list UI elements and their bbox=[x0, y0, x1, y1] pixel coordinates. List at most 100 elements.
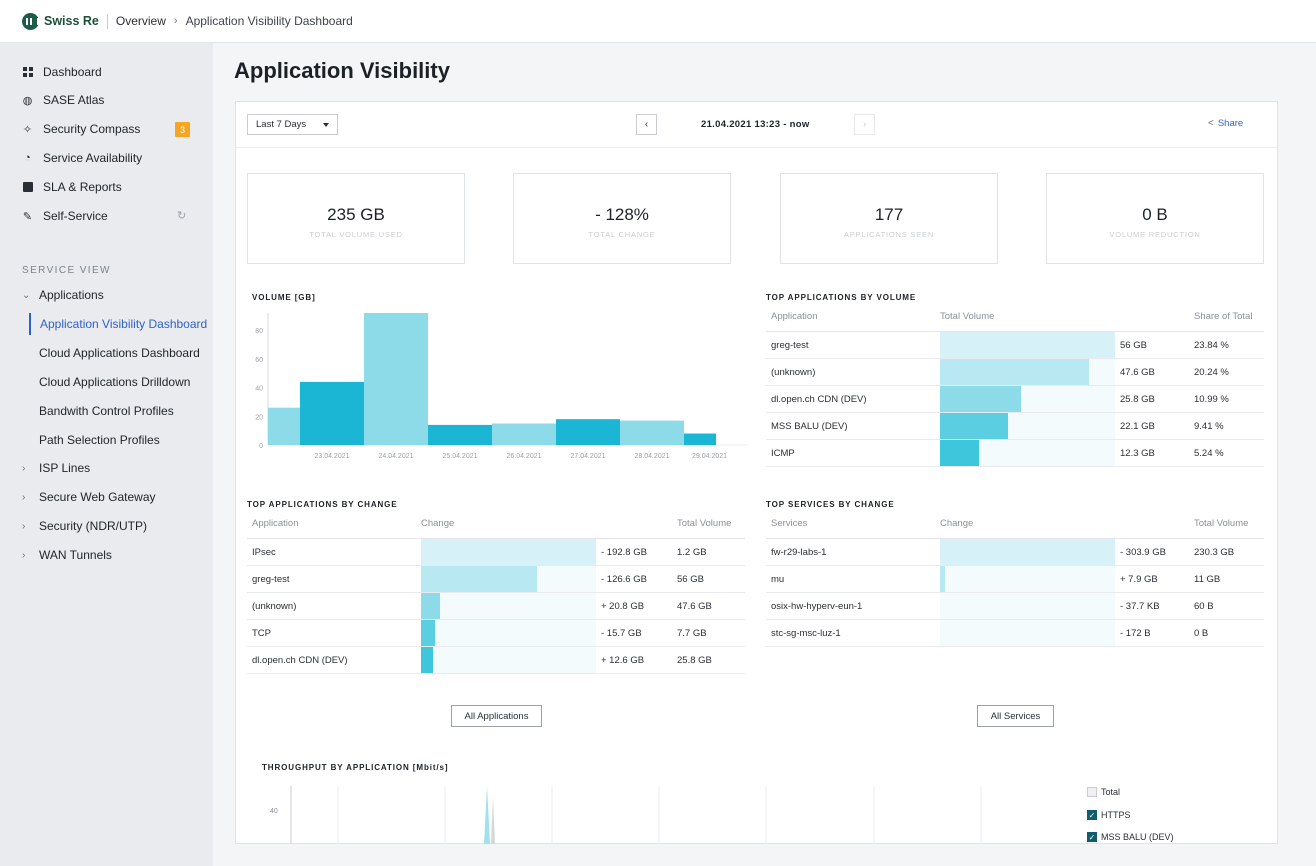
table-header[interactable]: Services bbox=[771, 518, 808, 529]
table-cell-name: ICMP bbox=[771, 448, 795, 459]
table-row[interactable]: greg-test - 126.6 GB 56 GB bbox=[247, 566, 745, 593]
sub-item-path-selection-profiles[interactable]: Path Selection Profiles bbox=[39, 433, 160, 447]
previous-period-button[interactable]: ‹ bbox=[636, 114, 657, 135]
checkbox-checked-icon[interactable]: ✓ bbox=[1087, 810, 1097, 820]
table-header[interactable]: Total Volume bbox=[940, 311, 995, 322]
table-header[interactable]: Share of Total bbox=[1194, 311, 1253, 322]
sub-item-cloud-applications-dashboard[interactable]: Cloud Applications Dashboard bbox=[39, 346, 200, 360]
legend-item-mss-balu[interactable]: ✓ MSS BALU (DEV) bbox=[1087, 832, 1174, 842]
volume-bar[interactable] bbox=[684, 433, 716, 445]
next-period-button[interactable]: › bbox=[854, 114, 875, 135]
bar-track bbox=[940, 620, 1115, 646]
volume-bar[interactable] bbox=[300, 381, 364, 445]
bar-track bbox=[421, 647, 596, 673]
bar-fill bbox=[940, 440, 979, 466]
table-row[interactable]: MSS BALU (DEV) 22.1 GB 9.41 % bbox=[766, 413, 1264, 440]
table-row[interactable]: ICMP 12.3 GB 5.24 % bbox=[766, 440, 1264, 467]
checkbox-unchecked-icon[interactable] bbox=[1087, 787, 1097, 797]
sidebar-item-sla-reports[interactable]: SLA & Reports bbox=[22, 178, 122, 196]
top-services-change-title: TOP SERVICES BY CHANGE bbox=[766, 500, 895, 509]
sidebar-item-self-service[interactable]: ✎ Self-Service bbox=[22, 207, 108, 225]
volume-bar[interactable] bbox=[268, 407, 300, 445]
sidebar: Dashboard ◍ SASE Atlas ✧ Security Compas… bbox=[0, 43, 213, 866]
table-row[interactable]: fw-r29-labs-1 - 303.9 GB 230.3 GB bbox=[766, 539, 1264, 566]
bar-fill bbox=[421, 539, 596, 565]
kpi-value: - 128% bbox=[595, 205, 649, 224]
table-header[interactable]: Application bbox=[252, 518, 299, 529]
chevron-right-icon: › bbox=[22, 491, 26, 503]
bar-track bbox=[940, 566, 1115, 592]
table-header[interactable]: Total Volume bbox=[1194, 518, 1249, 529]
table-header[interactable]: Change bbox=[421, 518, 455, 529]
table-header[interactable]: Change bbox=[940, 518, 974, 529]
sub-item-application-visibility-dashboard[interactable]: Application Visibility Dashboard bbox=[29, 313, 213, 335]
table-row[interactable]: greg-test 56 GB 23.84 % bbox=[766, 332, 1264, 359]
sidebar-item-service-availability[interactable]: ◔ Service Availability bbox=[22, 149, 142, 167]
period-dropdown[interactable]: Last 7 Days bbox=[247, 114, 338, 135]
volume-bar[interactable] bbox=[620, 420, 684, 445]
table-cell-volume: 7.7 GB bbox=[677, 628, 707, 639]
volume-bar[interactable] bbox=[556, 419, 620, 445]
tree-item-secure-web-gateway[interactable]: › Secure Web Gateway bbox=[22, 488, 156, 506]
refresh-icon[interactable]: ↻ bbox=[177, 210, 187, 222]
sidebar-item-security-compass[interactable]: ✧ Security Compass bbox=[22, 120, 140, 138]
table-cell-volume: 11 GB bbox=[1194, 574, 1221, 585]
legend-label: Total bbox=[1101, 787, 1121, 797]
sidebar-item-label: Security Compass bbox=[43, 122, 141, 136]
tree-item-applications[interactable]: ⌄ Applications bbox=[22, 286, 104, 304]
y-tick-label: 0 bbox=[259, 443, 263, 450]
table-row[interactable]: osix-hw-hyperv-eun-1 - 37.7 KB 60 B bbox=[766, 593, 1264, 620]
sub-item-cloud-applications-drilldown[interactable]: Cloud Applications Drilldown bbox=[39, 375, 191, 389]
volume-bar[interactable] bbox=[364, 313, 428, 445]
table-header[interactable]: Total Volume bbox=[677, 518, 732, 529]
y-tick-label: 60 bbox=[255, 357, 263, 364]
sub-item-bandwith-control-profiles[interactable]: Bandwith Control Profiles bbox=[39, 404, 174, 418]
volume-bar[interactable] bbox=[428, 424, 492, 445]
checkbox-checked-icon[interactable]: ✓ bbox=[1087, 832, 1097, 842]
brand-logo[interactable]: Swiss Re bbox=[22, 12, 99, 30]
sidebar-item-label: SLA & Reports bbox=[43, 180, 122, 194]
table-cell-name: stc-sg-msc-luz-1 bbox=[771, 628, 841, 639]
tree-item-wan-tunnels[interactable]: › WAN Tunnels bbox=[22, 546, 112, 564]
volume-bar[interactable] bbox=[492, 423, 556, 445]
table-cell-change: - 37.7 KB bbox=[1120, 601, 1160, 612]
table-cell-volume: 47.6 GB bbox=[677, 601, 712, 612]
x-tick-label: 27.04.2021 bbox=[570, 453, 605, 460]
x-tick-label: 26.04.2021 bbox=[506, 453, 541, 460]
table-header-divider bbox=[247, 538, 745, 539]
table-row[interactable]: stc-sg-msc-luz-1 - 172 B 0 B bbox=[766, 620, 1264, 647]
all-applications-button[interactable]: All Applications bbox=[451, 705, 542, 727]
kpi-card-total-change: - 128% TOTAL CHANGE bbox=[513, 173, 731, 264]
table-cell-change: - 303.9 GB bbox=[1120, 547, 1166, 558]
all-services-button[interactable]: All Services bbox=[977, 705, 1054, 727]
tree-item-security-ndr-utp[interactable]: › Security (NDR/UTP) bbox=[22, 517, 147, 535]
table-row[interactable]: (unknown) 47.6 GB 20.24 % bbox=[766, 359, 1264, 386]
table-row[interactable]: IPsec - 192.8 GB 1.2 GB bbox=[247, 539, 745, 566]
table-row[interactable]: dl.open.ch CDN (DEV) 25.8 GB 10.99 % bbox=[766, 386, 1264, 413]
breadcrumb-overview[interactable]: Overview bbox=[115, 14, 166, 28]
tree-item-label: WAN Tunnels bbox=[39, 548, 112, 562]
table-cell-name: greg-test bbox=[252, 574, 290, 585]
table-row[interactable]: (unknown) + 20.8 GB 47.6 GB bbox=[247, 593, 745, 620]
top-apps-volume-title: TOP APPLICATIONS BY VOLUME bbox=[766, 293, 917, 302]
table-row[interactable]: dl.open.ch CDN (DEV) + 12.6 GB 25.8 GB bbox=[247, 647, 745, 674]
table-row[interactable]: mu + 7.9 GB 11 GB bbox=[766, 566, 1264, 593]
table-cell-name: (unknown) bbox=[771, 367, 816, 378]
bar-fill bbox=[940, 359, 1089, 385]
table-cell-change: - 15.7 GB bbox=[601, 628, 642, 639]
tree-item-isp-lines[interactable]: › ISP Lines bbox=[22, 459, 90, 477]
top-apps-change-title: TOP APPLICATIONS BY CHANGE bbox=[247, 500, 398, 509]
kpi-label: TOTAL CHANGE bbox=[588, 230, 656, 239]
x-tick-label: 25.04.2021 bbox=[442, 453, 477, 460]
notification-badge: 3 bbox=[175, 122, 190, 137]
sidebar-item-dashboard[interactable]: Dashboard bbox=[22, 63, 102, 81]
legend-item-https[interactable]: ✓ HTTPS bbox=[1087, 810, 1131, 820]
share-button[interactable]: < Share bbox=[1208, 118, 1243, 129]
table-header[interactable]: Application bbox=[771, 311, 818, 322]
table-cell-name: mu bbox=[771, 574, 785, 585]
table-row[interactable]: TCP - 15.7 GB 7.7 GB bbox=[247, 620, 745, 647]
sidebar-item-sase-atlas[interactable]: ◍ SASE Atlas bbox=[22, 91, 105, 109]
legend-item-total[interactable]: Total bbox=[1087, 787, 1120, 797]
bar-fill bbox=[421, 593, 441, 619]
bar-track bbox=[421, 593, 596, 619]
